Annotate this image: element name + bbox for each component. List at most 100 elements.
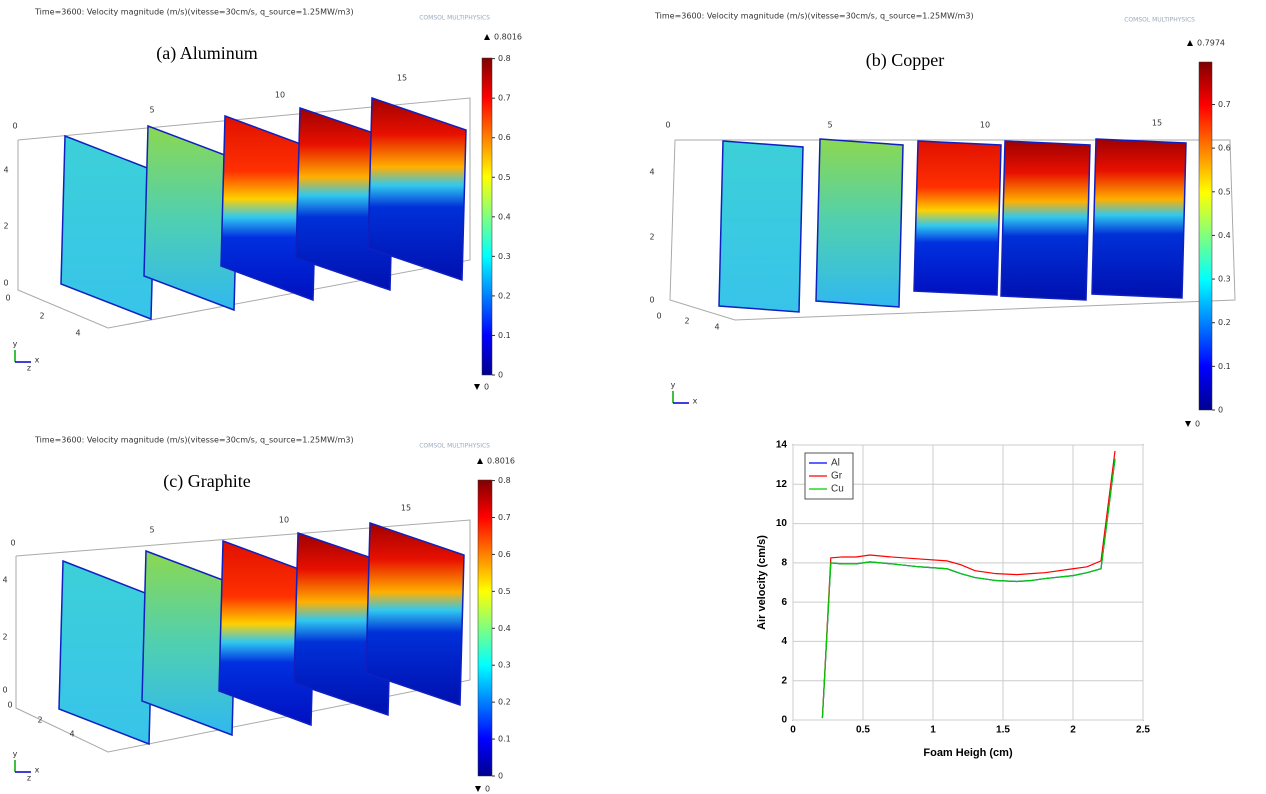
colorbar-tick-label: 0.8 [498,54,511,63]
slab [143,124,239,312]
axis-tick-label: 0 [656,312,661,321]
slab [913,140,1002,296]
min-marker [475,786,481,792]
slab [220,114,318,302]
colorbar-tick-label: 0.3 [498,252,511,261]
axis-tick-label: 2 [3,222,8,231]
axis-tick-label: 4 [75,329,80,338]
colorbar-tick-label: 0.7 [498,513,511,522]
colorbar [481,57,493,376]
panel-label: (a) Aluminum [156,43,258,64]
colorbar-tick-label: 0.6 [498,550,511,559]
y-tick-label: 2 [781,675,787,686]
axis-tick-label: 5 [149,106,154,115]
colorbar-tick-label: 0.6 [498,133,511,142]
x-tick-label: 2 [1070,725,1076,736]
axis-tick-label: 0 [649,296,654,305]
axis-tick-label: 15 [397,74,407,83]
colorbar-tick-label: 0.5 [498,587,511,596]
axis-tick-label: 4 [69,730,74,739]
box-frame [669,139,1236,321]
colorbar-tick-label: 0 [498,772,503,781]
axis-tick-label: 0 [7,701,12,710]
slab [718,140,804,313]
axis-tick-label: 15 [401,504,411,513]
y-tick-label: 0 [781,715,787,726]
colorbar-tick-label: 0.8 [498,476,511,485]
line-series [821,450,1116,719]
slab [218,539,316,727]
axis-tick-label: 0 [2,686,7,695]
triad-label: z [27,774,31,783]
logo: COMSOL MULTIPHYSICS [419,15,490,22]
logo: COMSOL MULTIPHYSICS [1124,17,1195,24]
axis-tick-label: 5 [149,526,154,535]
axis-tick-label: 10 [275,91,285,100]
y-axis-label: Air velocity (cm/s) [756,535,768,630]
slab [141,549,237,737]
colorbar-tick-label: 0.4 [498,624,511,633]
colorbar-tick-label: 0 [498,371,503,380]
legend-label: Cu [831,484,844,495]
colorbar-tick-label: 0.1 [1218,362,1231,371]
colorbar [477,479,493,777]
axis-tick-label: 2 [2,633,7,642]
axis-tick-label: 4 [714,323,719,332]
colorbar-tick-label: 0 [1218,406,1223,415]
colorbar-tick-label: 0.3 [498,661,511,670]
colorbar-max: 0.8016 [487,457,515,466]
colorbar-tick-label: 0.6 [1218,144,1231,153]
colorbar-tick-label: 0.3 [1218,275,1231,284]
slab [367,96,467,282]
triad-label: y [13,340,18,349]
slab [58,559,154,746]
slab [1000,140,1091,301]
axis-tick-label: 2 [684,317,689,326]
triad-label: x [35,356,40,365]
legend-label: Al [831,458,840,469]
colorbar-tick-label: 0.2 [498,291,511,300]
axis-tick-label: 15 [1152,119,1162,128]
y-tick-label: 10 [776,518,788,529]
axis-tick-label: 0 [665,121,670,130]
axis-tick-label: 4 [2,576,7,585]
logo: COMSOL MULTIPHYSICS [419,443,490,450]
panel-header: Time=3600: Velocity magnitude (m/s)(vite… [34,8,354,17]
colorbar-tick-label: 0.7 [1218,100,1231,109]
x-axis-label: Foam Heigh (cm) [923,747,1013,759]
legend-label: Gr [831,471,843,482]
colorbar-tick-label: 0.4 [498,212,511,221]
slab [60,134,156,321]
colorbar-max: 0.8016 [494,33,522,42]
axis-tick-label: 0 [10,539,15,548]
y-tick-label: 8 [781,557,787,568]
triad-label: y [13,750,18,759]
axis-tick-label: 0 [5,294,10,303]
y-tick-label: 12 [776,479,788,490]
panel-label: (c) Graphite [163,471,250,492]
triad-label: x [35,766,40,775]
x-tick-label: 0.5 [856,725,870,736]
axis-tick-label: 2 [649,233,654,242]
colorbar-min: 0 [484,383,489,392]
slab [365,521,465,707]
x-tick-label: 0 [790,725,796,736]
triad-label: y [671,381,676,390]
colorbar [1198,61,1213,411]
axis-tick-label: 4 [649,168,654,177]
max-marker [484,34,490,40]
axis-tick-label: 2 [37,716,42,725]
slab [815,138,904,308]
line-series [821,458,1116,719]
colorbar-tick-label: 0.1 [498,735,511,744]
colorbar-tick-label: 0.4 [1218,231,1231,240]
colorbar-tick-label: 0.2 [498,698,511,707]
triad-label: z [27,364,31,373]
y-tick-label: 6 [781,597,787,608]
min-marker [1185,421,1191,427]
axis-tick-label: 0 [3,279,8,288]
panel-header: Time=3600: Velocity magnitude (m/s)(vite… [34,436,354,445]
axis-tick-label: 4 [3,166,8,175]
colorbar-tick-label: 0.5 [498,173,511,182]
colorbar-tick-label: 0.2 [1218,318,1231,327]
